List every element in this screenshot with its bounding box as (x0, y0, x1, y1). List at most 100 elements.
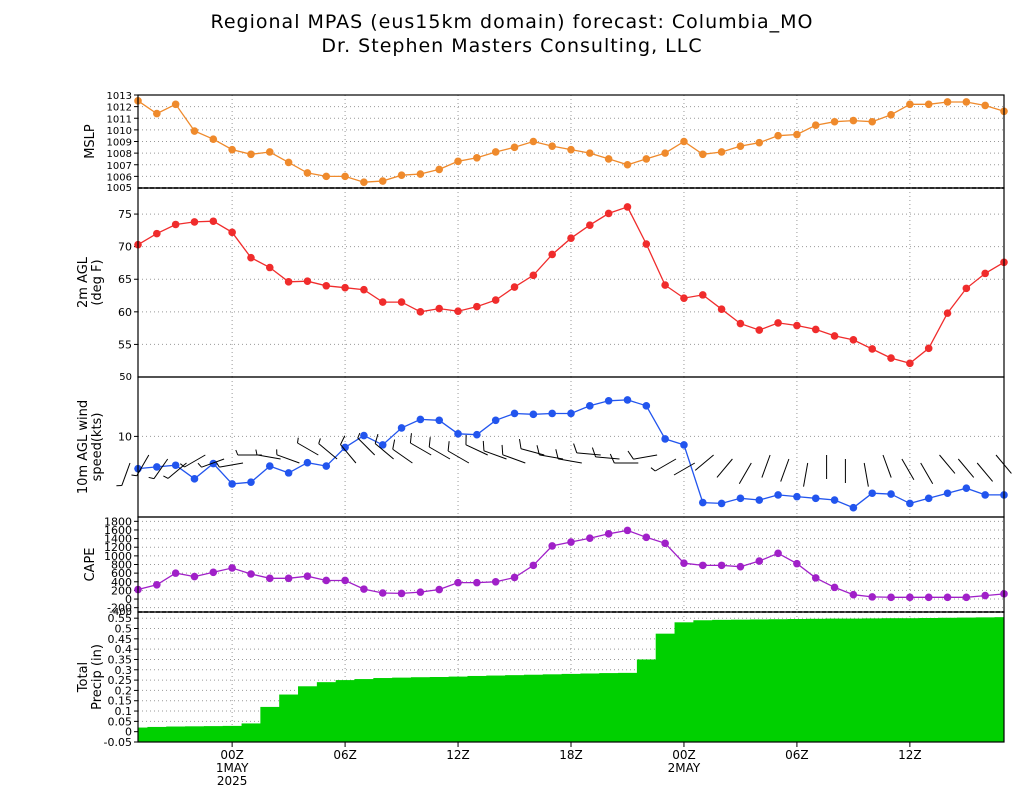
data-point (153, 109, 161, 118)
data-point (510, 143, 519, 152)
x-tick-label: 00Z (672, 748, 696, 762)
data-point (887, 354, 895, 362)
data-point (322, 172, 331, 181)
y-tick-label: 1009 (107, 138, 132, 149)
wind-barb (148, 458, 169, 480)
data-point (190, 475, 199, 483)
data-point (247, 478, 255, 487)
wind-barb-staff (276, 454, 300, 464)
data-point (793, 130, 801, 139)
data-point (736, 494, 745, 503)
data-point (171, 569, 180, 577)
data-point (284, 574, 293, 583)
wind-barb-flag (501, 444, 504, 455)
data-point (303, 572, 312, 580)
data-point (887, 490, 895, 498)
wind-barb-staff (184, 454, 206, 468)
wind-barb-staff (121, 462, 131, 486)
precip-bar (825, 618, 845, 742)
y-tick-label: 55 (118, 338, 132, 351)
precip-bar (636, 659, 657, 742)
data-point (247, 570, 255, 578)
data-point (378, 441, 387, 449)
data-point (943, 309, 952, 317)
chart-title-line1: Regional MPAS (eus15km domain) forecast:… (210, 11, 814, 33)
wind-barb (591, 447, 620, 460)
y-tick-label: 0.3 (115, 664, 133, 677)
precip-bar (994, 617, 1005, 742)
y-tick-label: 400 (111, 576, 132, 589)
wind-barb-flag (536, 445, 540, 455)
y-tick-label: 0.4 (115, 643, 133, 656)
data-point (849, 590, 858, 599)
y-tick-label: 1006 (107, 172, 132, 183)
data-point (604, 209, 613, 218)
wind-barb (374, 433, 394, 460)
data-point (924, 100, 933, 109)
data-point (265, 574, 274, 583)
data-point (529, 561, 538, 570)
data-point (604, 396, 613, 405)
y-tick-label: 800 (111, 559, 132, 572)
data-point (981, 101, 989, 110)
wind-barb (673, 462, 696, 476)
data-point (811, 325, 820, 334)
data-point (849, 503, 858, 512)
wind-barb-flag (555, 449, 559, 459)
data-point (868, 489, 877, 498)
y-tick-label: 0.2 (115, 684, 133, 697)
data-point (680, 559, 688, 568)
data-point (435, 585, 444, 594)
data-point (774, 319, 782, 327)
data-point (491, 577, 500, 586)
y-tick-label: 75 (118, 208, 132, 221)
data-point (623, 396, 632, 404)
data-point (567, 234, 575, 242)
precip-bar (147, 726, 167, 742)
precip-bar (392, 677, 412, 742)
wind-barb-staff (539, 454, 564, 460)
data-point (209, 459, 218, 468)
data-point (171, 220, 180, 229)
data-point (454, 430, 462, 438)
data-point (228, 480, 236, 488)
wind-barb (738, 462, 752, 485)
data-point (341, 443, 349, 452)
wind-barb (447, 441, 470, 464)
wind-barb-staff (901, 458, 915, 481)
wind-barb (694, 454, 714, 471)
data-point (397, 171, 406, 180)
data-point (661, 281, 669, 289)
y-tick-label: 60 (118, 306, 132, 319)
data-point (491, 296, 500, 304)
wind-barb-staff (654, 458, 677, 472)
precip-bar (260, 706, 280, 742)
data-point (303, 169, 312, 177)
data-point (661, 539, 669, 548)
data-point (171, 461, 180, 470)
data-point (454, 307, 462, 315)
precip-bar (185, 726, 205, 742)
data-point (698, 150, 707, 159)
wind-barb (901, 458, 915, 481)
data-point (962, 593, 971, 602)
wind-barb (428, 437, 451, 460)
wind-barb-half (318, 438, 321, 444)
data-point (943, 98, 952, 106)
wind-barb (518, 438, 545, 456)
wind-barb-staff (576, 452, 601, 456)
wind-barb-flag (518, 438, 522, 449)
data-point (153, 229, 161, 238)
data-point (435, 416, 444, 425)
wind-barb-staff (920, 462, 934, 485)
wind-barb (409, 433, 432, 456)
data-point (341, 576, 349, 585)
data-point (868, 593, 877, 601)
wind-barb-half (216, 462, 220, 468)
y-tick-label: 1008 (107, 149, 132, 160)
wind-barb-flag (392, 439, 396, 450)
chart-title: Regional MPAS (eus15km domain) forecast:… (0, 10, 1024, 58)
data-point (774, 491, 782, 499)
y-tick-label: 1600 (104, 524, 132, 537)
